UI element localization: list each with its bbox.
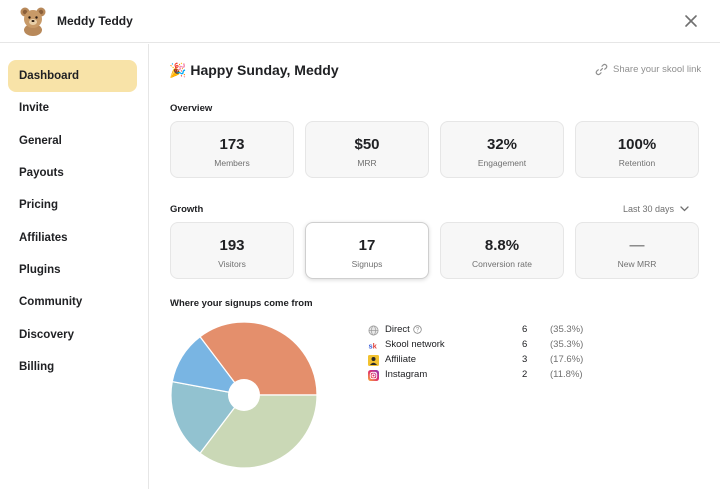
source-pct-affiliate: (17.6%) bbox=[550, 354, 584, 365]
mrr-value: $50 bbox=[354, 136, 380, 153]
visitors-card[interactable]: 193 Visitors bbox=[170, 222, 294, 279]
new-mrr-label: New MRR bbox=[617, 259, 657, 269]
date-range-select[interactable]: Last 30 days bbox=[623, 204, 689, 214]
legend-row-direct: Direct ? 6 (35.3%) bbox=[368, 324, 598, 338]
legend-row-skool-network: s k Skool network 6 (35.3%) bbox=[368, 339, 598, 353]
overview-title: Overview bbox=[170, 103, 213, 114]
sidebar-item-discovery[interactable]: Discovery bbox=[19, 329, 74, 341]
conversion-rate-value: 8.8% bbox=[484, 237, 520, 254]
conversion-rate-card[interactable]: 8.8% Conversion rate bbox=[440, 222, 564, 279]
sidebar-item-general[interactable]: General bbox=[19, 135, 62, 147]
sidebar-item-community[interactable]: Community bbox=[19, 296, 83, 308]
engagement-value: 32% bbox=[486, 136, 518, 153]
growth-title: Growth bbox=[170, 204, 204, 215]
close-icon[interactable] bbox=[682, 12, 700, 30]
share-link-button[interactable]: Share your skool link bbox=[595, 63, 701, 76]
settings-sidebar: Dashboard Invite General Payouts Pricing… bbox=[0, 44, 149, 489]
source-count-affiliate: 3 bbox=[522, 354, 528, 365]
community-name: Meddy Teddy bbox=[57, 14, 133, 28]
source-pct-skool-network: (35.3%) bbox=[550, 339, 584, 350]
pie-slice-affiliate bbox=[170, 380, 246, 455]
engagement-card: 32% Engagement bbox=[440, 121, 564, 178]
signup-sources-pie-chart bbox=[170, 321, 318, 469]
sidebar-item-payouts[interactable]: Payouts bbox=[19, 167, 64, 179]
instagram-icon bbox=[368, 370, 379, 381]
pie-center-hole bbox=[228, 379, 260, 411]
source-name-instagram: Instagram bbox=[385, 369, 428, 380]
conversion-rate-label: Conversion rate bbox=[471, 259, 532, 269]
pie-slice-direct bbox=[199, 321, 318, 396]
svg-text:k: k bbox=[373, 342, 378, 351]
source-name-skool-network: Skool network bbox=[385, 339, 445, 350]
engagement-label: Engagement bbox=[477, 158, 527, 168]
sidebar-item-affiliates[interactable]: Affiliates bbox=[19, 232, 68, 244]
party-popper-icon: 🎉 bbox=[169, 62, 187, 78]
sidebar-item-billing[interactable]: Billing bbox=[19, 361, 55, 373]
retention-value: 100% bbox=[617, 136, 657, 153]
members-label: Members bbox=[214, 158, 250, 168]
share-link-label: Share your skool link bbox=[613, 64, 702, 75]
source-count-instagram: 2 bbox=[522, 369, 528, 380]
source-pct-direct: (35.3%) bbox=[550, 324, 584, 335]
sidebar-item-plugins[interactable]: Plugins bbox=[19, 264, 61, 276]
sidebar-item-pricing[interactable]: Pricing bbox=[19, 199, 58, 211]
svg-text:s: s bbox=[369, 342, 373, 351]
retention-card: 100% Retention bbox=[575, 121, 699, 178]
pie-slice-instagram bbox=[171, 335, 246, 396]
new-mrr-value: — bbox=[629, 237, 645, 254]
legend-row-affiliate: Affiliate 3 (17.6%) bbox=[368, 354, 598, 368]
teddy-bear-avatar bbox=[20, 7, 46, 36]
signup-sources-title: Where your signups come from bbox=[170, 298, 313, 309]
signups-value: 17 bbox=[358, 237, 376, 254]
greeting-text: Happy Sunday, Meddy bbox=[190, 62, 339, 78]
affiliate-icon bbox=[368, 355, 379, 366]
source-name-affiliate: Affiliate bbox=[385, 354, 416, 365]
signups-label: Signups bbox=[351, 259, 383, 269]
svg-text:?: ? bbox=[416, 328, 420, 334]
retention-label: Retention bbox=[618, 158, 656, 168]
members-card: 173 Members bbox=[170, 121, 294, 178]
link-icon bbox=[595, 63, 608, 76]
pie-slice-skool-network bbox=[199, 394, 318, 469]
legend-row-instagram: Instagram 2 (11.8%) bbox=[368, 369, 598, 383]
mrr-card: $50 MRR bbox=[305, 121, 429, 178]
date-range-value: Last 30 days bbox=[623, 204, 675, 214]
signups-card[interactable]: 17 Signups bbox=[305, 222, 429, 279]
chevron-down-icon bbox=[680, 206, 689, 212]
header-bar: Meddy Teddy bbox=[0, 0, 720, 43]
help-icon[interactable]: ? bbox=[413, 325, 422, 334]
visitors-label: Visitors bbox=[218, 259, 246, 269]
skool-icon: s k bbox=[369, 342, 378, 351]
source-count-direct: 6 bbox=[522, 324, 528, 335]
mrr-label: MRR bbox=[357, 158, 377, 168]
source-count-skool-network: 6 bbox=[522, 339, 528, 350]
sidebar-item-invite[interactable]: Invite bbox=[19, 102, 50, 114]
visitors-value: 193 bbox=[219, 237, 245, 254]
members-value: 173 bbox=[219, 136, 245, 153]
dashboard-main: 🎉 Happy Sunday, Meddy Share your skool l… bbox=[149, 44, 720, 489]
page-title: 🎉 Happy Sunday, Meddy bbox=[169, 62, 339, 79]
source-pct-instagram: (11.8%) bbox=[550, 369, 583, 380]
globe-icon bbox=[368, 325, 379, 336]
sidebar-item-dashboard[interactable]: Dashboard bbox=[8, 60, 137, 92]
new-mrr-card[interactable]: — New MRR bbox=[575, 222, 699, 279]
source-name-direct: Direct bbox=[385, 324, 410, 335]
legend-label: Direct ? bbox=[385, 324, 422, 335]
